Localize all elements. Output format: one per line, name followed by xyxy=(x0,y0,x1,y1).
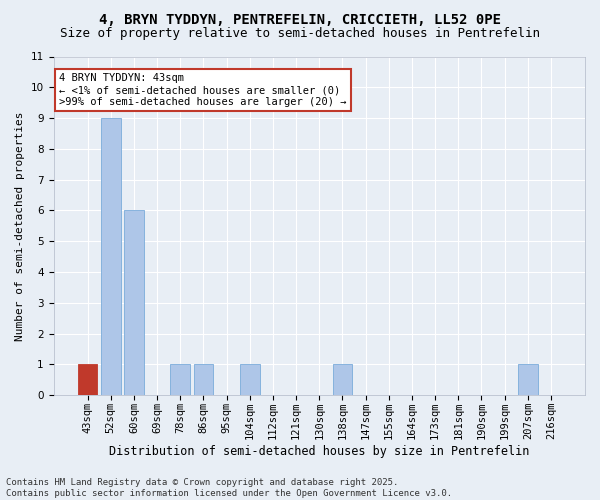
Bar xyxy=(101,118,121,395)
Bar xyxy=(170,364,190,395)
Bar xyxy=(77,364,97,395)
Bar xyxy=(240,364,260,395)
Text: 4 BRYN TYDDYN: 43sqm
← <1% of semi-detached houses are smaller (0)
>99% of semi-: 4 BRYN TYDDYN: 43sqm ← <1% of semi-detac… xyxy=(59,74,346,106)
Text: Contains HM Land Registry data © Crown copyright and database right 2025.
Contai: Contains HM Land Registry data © Crown c… xyxy=(6,478,452,498)
Bar xyxy=(124,210,144,395)
Bar xyxy=(518,364,538,395)
X-axis label: Distribution of semi-detached houses by size in Pentrefelin: Distribution of semi-detached houses by … xyxy=(109,444,529,458)
Bar xyxy=(332,364,352,395)
Y-axis label: Number of semi-detached properties: Number of semi-detached properties xyxy=(15,111,25,340)
Bar xyxy=(194,364,213,395)
Text: Size of property relative to semi-detached houses in Pentrefelin: Size of property relative to semi-detach… xyxy=(60,28,540,40)
Text: 4, BRYN TYDDYN, PENTREFELIN, CRICCIETH, LL52 0PE: 4, BRYN TYDDYN, PENTREFELIN, CRICCIETH, … xyxy=(99,12,501,26)
